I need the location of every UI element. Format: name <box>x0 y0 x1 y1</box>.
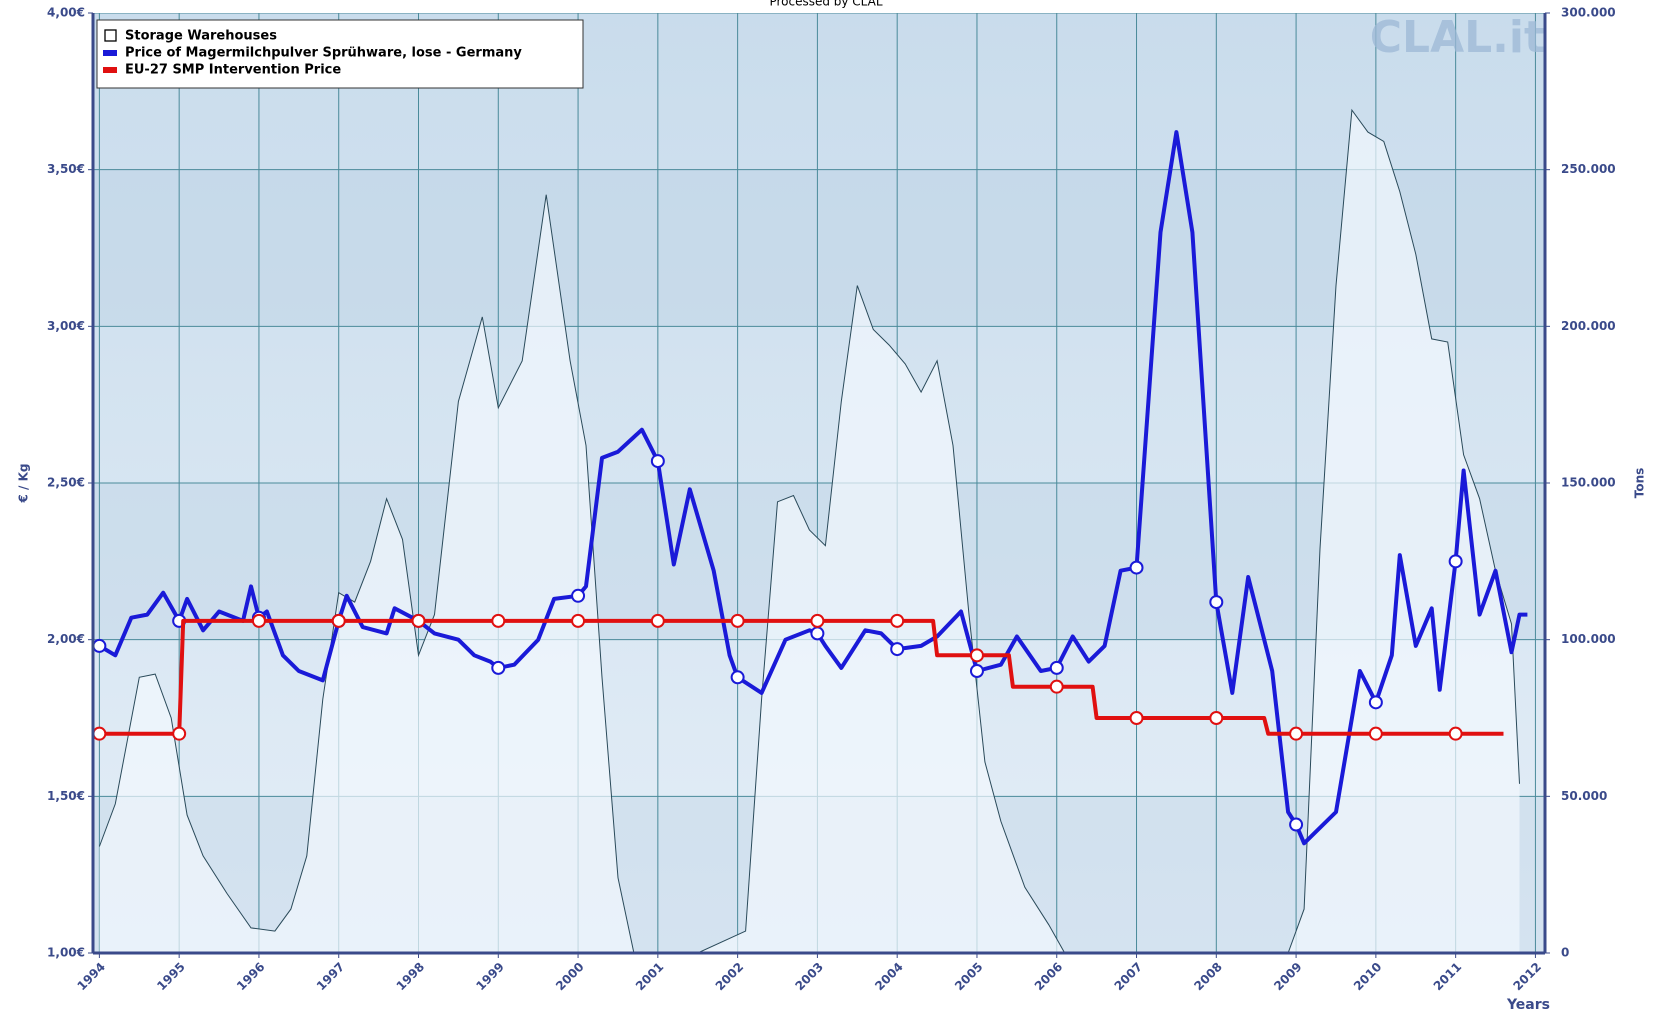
watermark: CLAL.it <box>1370 12 1545 63</box>
x-tick-label: 2010 <box>1351 960 1385 994</box>
y2-tick-label: 250.000 <box>1561 162 1616 176</box>
x-tick-label: 2001 <box>633 960 667 994</box>
x-tick-label: 2011 <box>1431 960 1465 994</box>
point <box>730 670 745 685</box>
point <box>251 613 266 628</box>
legend-label: EU-27 SMP Intervention Price <box>125 63 341 78</box>
point <box>93 726 107 741</box>
point <box>1209 595 1224 610</box>
x-tick-label: 1995 <box>154 960 188 994</box>
point <box>890 642 905 657</box>
y2-tick-label: 0 <box>1561 946 1569 960</box>
legend-label: Storage Warehouses <box>125 29 277 44</box>
x-tick-label: 2008 <box>1191 960 1225 994</box>
x-tick-label: 2006 <box>1032 960 1066 994</box>
x-tick-label: 1999 <box>473 960 507 994</box>
point <box>1129 560 1144 575</box>
x-tick-label: 2007 <box>1112 960 1146 994</box>
point <box>172 726 187 741</box>
y-tick-label: 1,50€ <box>47 789 85 803</box>
x-tick-label: 2003 <box>792 960 826 994</box>
point <box>491 660 506 675</box>
point <box>969 664 984 678</box>
point <box>730 613 745 628</box>
point <box>1368 695 1383 710</box>
point <box>331 613 346 628</box>
y2-tick-label: 50.000 <box>1561 789 1607 803</box>
legend-swatch <box>104 29 117 42</box>
x-axis-label: Years <box>1506 997 1550 1013</box>
x-tick-label: 1998 <box>394 960 428 994</box>
point <box>1129 711 1144 725</box>
point <box>491 613 506 628</box>
x-tick-label: 2012 <box>1511 960 1545 994</box>
y2-axis-label: Tons <box>1633 468 1647 499</box>
band <box>93 169 1545 327</box>
point <box>571 613 586 628</box>
point <box>1209 711 1224 725</box>
point <box>810 613 825 628</box>
y2-tick-label: 200.000 <box>1561 319 1616 333</box>
y-tick-label: 3,00€ <box>47 319 85 333</box>
y2-tick-label: 150.000 <box>1561 476 1616 490</box>
point <box>1368 726 1383 741</box>
point <box>1289 817 1304 832</box>
line <box>99 618 1504 736</box>
y2-tick-label: 300.000 <box>1561 6 1616 20</box>
point <box>411 613 426 628</box>
point <box>650 454 665 469</box>
x-tick-label: 1996 <box>234 960 268 994</box>
point <box>1049 660 1064 675</box>
legend: Storage Warehouses Price of Magermilchpul… <box>96 19 584 89</box>
legend-box <box>96 19 584 89</box>
legend-label: Price of Magermilchpulver Sprühware, los… <box>125 46 522 61</box>
point <box>571 588 586 603</box>
y-tick-label: 2,50€ <box>47 476 85 490</box>
area-line <box>98 108 1520 953</box>
point <box>1289 726 1304 741</box>
point <box>1448 554 1463 569</box>
point <box>890 613 905 628</box>
y-tick-label: 2,00€ <box>47 632 85 646</box>
legend-swatch <box>103 50 117 56</box>
x-tick-label: 2009 <box>1271 960 1305 994</box>
x-tick-label: 2005 <box>952 960 986 994</box>
legend-swatch <box>103 67 117 73</box>
plot-area <box>93 13 1545 953</box>
subtitle: Processed by CLAL <box>769 0 882 9</box>
y2-tick-label: 100.000 <box>1561 632 1616 646</box>
point <box>969 648 984 663</box>
y-tick-label: 3,50€ <box>47 162 85 176</box>
y-tick-label: 1,00€ <box>47 946 85 960</box>
point <box>810 626 825 641</box>
x-tick-label: 2004 <box>872 960 906 994</box>
point <box>1448 726 1463 741</box>
y-tick-label: 4,00€ <box>47 6 85 20</box>
point <box>650 613 665 628</box>
x-tick-label: 2000 <box>553 960 587 994</box>
x-tick-label: 2002 <box>713 960 747 994</box>
y-axis-label: € / Kg <box>17 464 31 504</box>
x-tick-label: 1997 <box>314 960 348 994</box>
point <box>1049 679 1064 694</box>
area <box>99 110 1520 953</box>
point <box>93 638 107 653</box>
x-tick-label: 1994 <box>74 960 108 994</box>
